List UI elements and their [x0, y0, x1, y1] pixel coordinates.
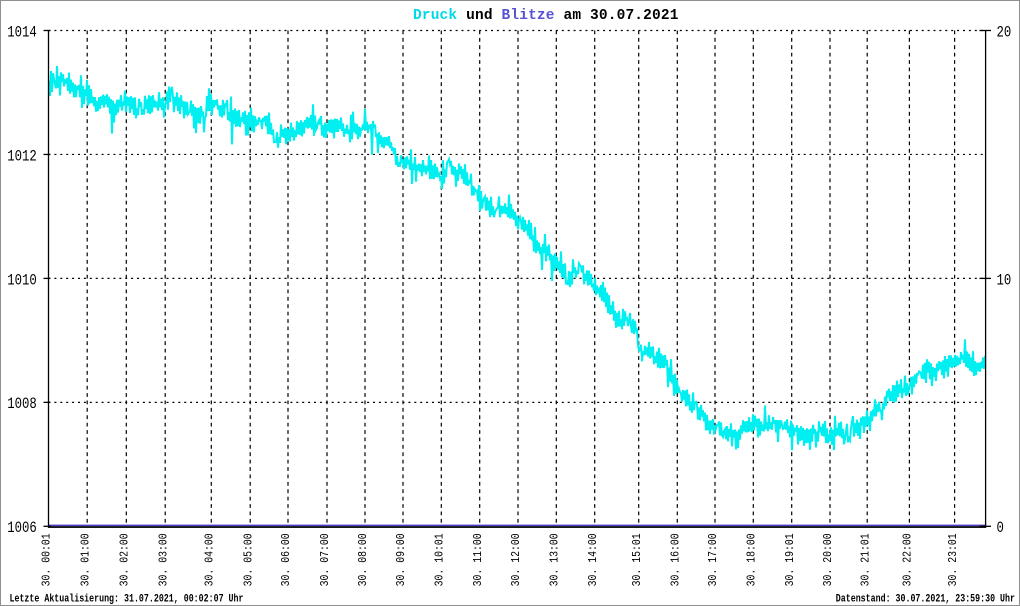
svg-text:Datenstand: 30.07.2021, 23:59:: Datenstand: 30.07.2021, 23:59:30 Uhr — [836, 592, 1015, 604]
svg-text:1012: 1012 — [7, 148, 37, 166]
svg-text:1014: 1014 — [7, 24, 37, 42]
svg-text:30. 12:00: 30. 12:00 — [510, 533, 523, 586]
svg-text:30. 10:01: 30. 10:01 — [434, 533, 447, 586]
svg-text:30. 03:00: 30. 03:00 — [158, 533, 171, 586]
svg-text:30. 13:00: 30. 13:00 — [549, 533, 562, 586]
svg-text:30. 00:01: 30. 00:01 — [41, 533, 54, 586]
svg-text:30. 04:00: 30. 04:00 — [204, 533, 217, 586]
svg-text:10: 10 — [997, 272, 1012, 290]
svg-text:Druck und Blitze am 30.07.2021: Druck und Blitze am 30.07.2021 — [413, 8, 679, 24]
svg-text:1010: 1010 — [7, 272, 37, 290]
svg-text:30. 17:00: 30. 17:00 — [707, 533, 720, 586]
svg-text:0: 0 — [997, 520, 1004, 538]
svg-text:30. 11:00: 30. 11:00 — [472, 533, 485, 586]
svg-text:30. 22:00: 30. 22:00 — [902, 533, 915, 586]
svg-text:30. 06:00: 30. 06:00 — [280, 533, 293, 586]
svg-text:30. 02:00: 30. 02:00 — [119, 533, 132, 586]
svg-text:30. 05:00: 30. 05:00 — [243, 533, 256, 586]
svg-text:30. 16:00: 30. 16:00 — [670, 533, 683, 586]
svg-text:30. 01:00: 30. 01:00 — [80, 533, 93, 586]
svg-text:30. 18:00: 30. 18:00 — [746, 533, 759, 586]
svg-text:30. 15:01: 30. 15:01 — [631, 533, 644, 586]
svg-text:1008: 1008 — [7, 396, 37, 414]
svg-text:30. 09:00: 30. 09:00 — [395, 533, 408, 586]
svg-text:30. 20:00: 30. 20:00 — [822, 533, 835, 586]
svg-text:30. 21:01: 30. 21:01 — [860, 533, 873, 586]
svg-text:Letzte Aktualisierung: 31.07.2: Letzte Aktualisierung: 31.07.2021, 00:02… — [10, 592, 244, 604]
svg-text:30. 08:00: 30. 08:00 — [357, 533, 370, 586]
svg-text:1006: 1006 — [7, 520, 37, 538]
svg-text:30. 07:00: 30. 07:00 — [319, 533, 332, 586]
svg-text:20: 20 — [997, 24, 1012, 42]
svg-text:30. 23:01: 30. 23:01 — [947, 533, 960, 586]
svg-text:30. 19:01: 30. 19:01 — [784, 533, 797, 586]
svg-text:30. 14:00: 30. 14:00 — [587, 533, 600, 586]
